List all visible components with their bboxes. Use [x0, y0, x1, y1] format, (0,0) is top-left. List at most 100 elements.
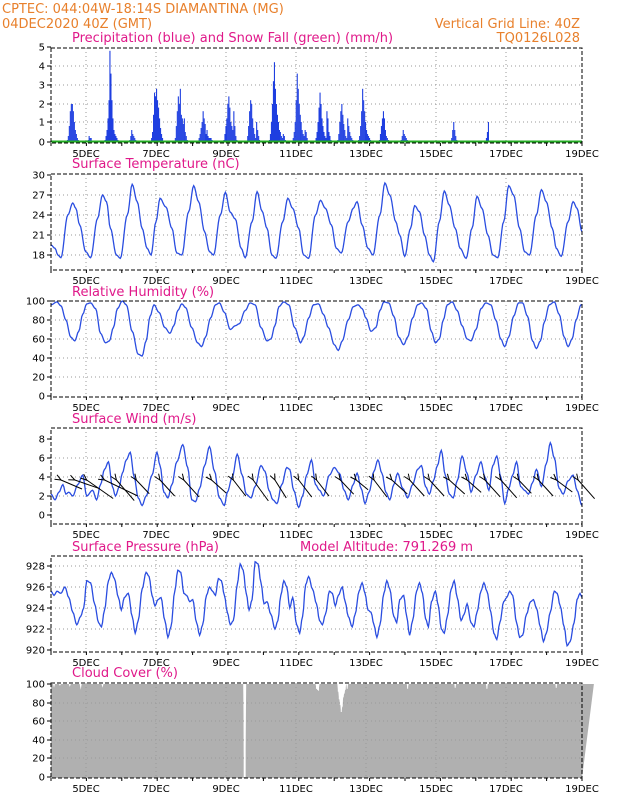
precip-bar — [383, 118, 385, 142]
wind-arrow-head-24 — [512, 473, 520, 482]
precip-bar — [269, 134, 271, 142]
precip-bar — [177, 96, 179, 142]
x-tick-label: 13DEC — [349, 658, 383, 669]
precip-bar — [203, 118, 205, 142]
precip-bar — [181, 118, 183, 142]
precip-bar — [90, 138, 92, 142]
x-tick-label: 11DEC — [279, 658, 313, 669]
x-tick-label: 19DEC — [565, 658, 599, 669]
wind-arrow-head-21 — [461, 473, 468, 482]
panel-title-precipitation: Precipitation (blue) and Snow Fall (gree… — [72, 31, 393, 46]
wind-arrow-head-22 — [479, 473, 486, 482]
precip-bar — [341, 104, 343, 142]
wind-arrow-head-12 — [293, 473, 300, 482]
wind-arrow-head-10 — [247, 473, 254, 482]
precip-bar — [300, 122, 302, 142]
precip-bar — [364, 111, 366, 142]
precip-bar — [366, 130, 368, 142]
precip-bar — [346, 138, 348, 142]
x-tick-label: 19DEC — [565, 149, 599, 160]
wind-arrow-head-3 — [98, 474, 106, 481]
x-tick-label: 17DEC — [489, 784, 523, 795]
wind-arrow-4 — [116, 479, 135, 501]
precip-bar — [349, 132, 351, 142]
panel-title-cloud: Cloud Cover (%) — [72, 666, 178, 681]
precip-bar — [162, 138, 164, 142]
precip-bar — [359, 136, 361, 142]
precip-bar — [295, 100, 297, 142]
precip-bar — [248, 126, 250, 142]
wind-arrow-23 — [500, 479, 518, 499]
precip-bar — [454, 130, 456, 142]
wind-arrow-head-26 — [550, 473, 558, 481]
x-tick-label: 19DEC — [565, 276, 599, 287]
precip-bar — [258, 136, 260, 142]
y-tick-label: 0 — [39, 511, 45, 522]
precip-bar — [205, 134, 207, 142]
x-tick-label: 17DEC — [489, 276, 523, 287]
precip-bar — [304, 130, 306, 142]
precip-bar — [386, 138, 388, 142]
precip-bar — [210, 138, 212, 142]
precip-bar — [71, 104, 73, 142]
y-tick-label: 0 — [39, 392, 45, 403]
precip-bar — [403, 134, 405, 142]
y-tick-label: 5 — [39, 43, 45, 54]
wind-arrow-10 — [252, 479, 269, 502]
panel-frame-temperature — [50, 173, 583, 271]
series-line-humidity — [50, 300, 582, 357]
precip-bar — [368, 136, 370, 142]
precip-bar — [228, 96, 230, 142]
wind-arrow-5 — [135, 479, 150, 495]
precip-bar — [283, 136, 285, 142]
x-tick-label: 9DEC — [212, 403, 239, 414]
panel-precipitation: 0 1 2 3 4 5 5DEC 7DEC 9DEC 11DEC 13DEC 15DEC 17DEC 19… — [39, 43, 599, 161]
precip-bar — [201, 122, 203, 142]
precip-bar — [199, 134, 201, 142]
precip-bar — [209, 138, 211, 142]
precip-bar — [401, 136, 403, 142]
precip-bar — [276, 114, 278, 142]
wind-arrow-head-17 — [385, 473, 393, 482]
precip-bar — [161, 134, 163, 142]
wind-arrow-head-1 — [68, 474, 76, 481]
precip-bar — [227, 104, 229, 142]
precip-bar — [325, 138, 327, 142]
precip-bar — [367, 134, 369, 142]
precip-bar — [75, 134, 77, 142]
precip-bar — [270, 122, 272, 142]
wind-arrow-head-11 — [269, 473, 276, 482]
precip-bar — [107, 118, 109, 142]
panel-title-temperature: Surface Temperature (nC) — [72, 157, 240, 172]
wind-arrow-19 — [429, 479, 445, 497]
precip-bar — [179, 88, 181, 142]
wind-arrow-24 — [518, 479, 532, 494]
panel-frame-wind — [50, 427, 583, 525]
wind-arrow-18 — [409, 479, 425, 497]
wind-arrow-head-4 — [110, 473, 118, 482]
x-tick-label: 5DEC — [72, 784, 99, 795]
precip-bar — [250, 100, 252, 142]
wind-arrow-head-20 — [443, 473, 451, 481]
x-tick-label: 13DEC — [349, 530, 383, 541]
wind-arrow-12 — [298, 479, 313, 498]
precip-bar — [157, 100, 159, 142]
wind-arrow-head-6 — [154, 473, 161, 482]
panel-frame-precipitation — [50, 47, 583, 144]
precip-bar — [70, 104, 72, 142]
precip-bar — [88, 136, 90, 142]
x-tick-label: 11DEC — [279, 149, 313, 160]
series-line-temperature — [50, 181, 583, 263]
wind-arrow-16 — [373, 479, 388, 498]
precip-bar — [110, 73, 112, 142]
precip-bar — [338, 134, 340, 142]
precip-bar — [271, 104, 273, 142]
precip-bar — [306, 138, 308, 142]
precip-bar — [342, 114, 344, 142]
precip-bar — [130, 136, 132, 142]
precip-bar — [382, 111, 384, 142]
y-tick-label: 18 — [32, 251, 45, 262]
x-tick-label: 19DEC — [565, 403, 599, 414]
precip-bar — [109, 50, 111, 142]
x-tick-label: 15DEC — [419, 149, 453, 160]
